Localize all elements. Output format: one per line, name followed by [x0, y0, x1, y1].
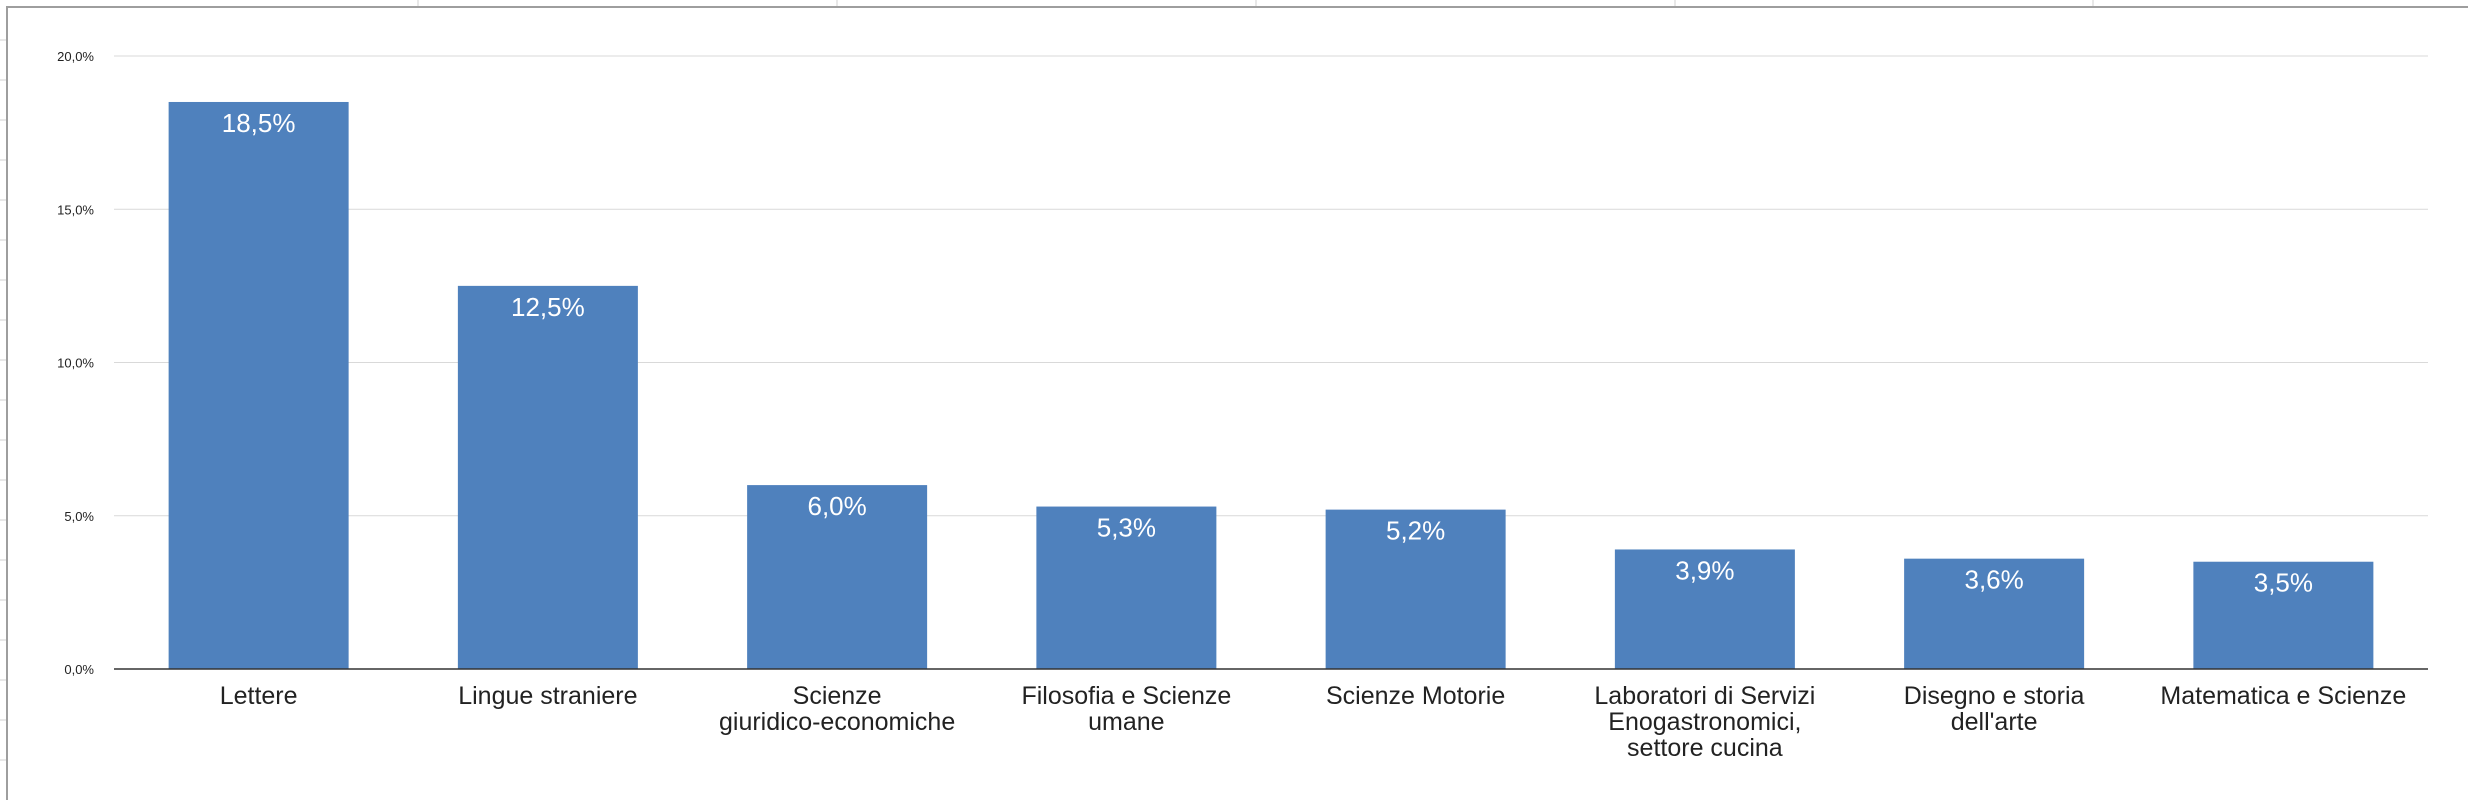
y-tick-label: 0,0% [64, 662, 94, 677]
x-tick-label: Filosofia e Scienze [1021, 682, 1231, 710]
x-tick-label: dell'arte [1951, 708, 2038, 736]
bar [168, 101, 349, 670]
y-tick-label: 5,0% [64, 509, 94, 524]
y-tick-label: 20,0% [57, 49, 94, 64]
data-label: 3,9% [1675, 555, 1734, 585]
data-label: 6,0% [807, 491, 866, 521]
bar [2193, 561, 2374, 669]
x-tick-label: Enogastronomici, [1608, 708, 1801, 736]
data-label: 12,5% [511, 292, 585, 322]
x-tick-label: settore cucina [1627, 734, 1783, 762]
bar [457, 285, 638, 669]
data-label: 3,6% [1964, 565, 2023, 595]
data-label: 18,5% [222, 108, 296, 138]
bar-chart: 0,0% 5,0% 10,0% 15,0% 20,0% 18,5% Lettere 12,5%… [57, 49, 2428, 762]
x-tick-label: Matematica e Scienze [2160, 682, 2406, 710]
x-tick-label: umane [1088, 708, 1164, 736]
bar [1614, 549, 1795, 669]
data-label: 5,3% [1097, 513, 1156, 543]
x-tick-label: Lingue straniere [458, 682, 637, 710]
bar [1904, 558, 2085, 669]
bar [1325, 509, 1506, 669]
x-tick-label: Disegno e storia [1904, 682, 2085, 710]
bar [747, 485, 928, 669]
x-tick-label: Laboratori di Servizi [1594, 682, 1815, 710]
y-tick-label: 10,0% [57, 356, 94, 371]
x-tick-label: Scienze Motorie [1326, 682, 1505, 710]
bar [1036, 506, 1217, 669]
x-tick-label: Lettere [220, 682, 298, 710]
data-label: 3,5% [2254, 568, 2313, 598]
x-tick-label: Scienze [793, 682, 882, 710]
chart-container[interactable]: 0,0% 5,0% 10,0% 15,0% 20,0% 18,5% Lettere 12,5%… [6, 6, 2468, 800]
data-label: 5,2% [1386, 516, 1445, 546]
x-tick-label: giuridico-economiche [719, 708, 955, 736]
y-tick-label: 15,0% [57, 202, 94, 217]
